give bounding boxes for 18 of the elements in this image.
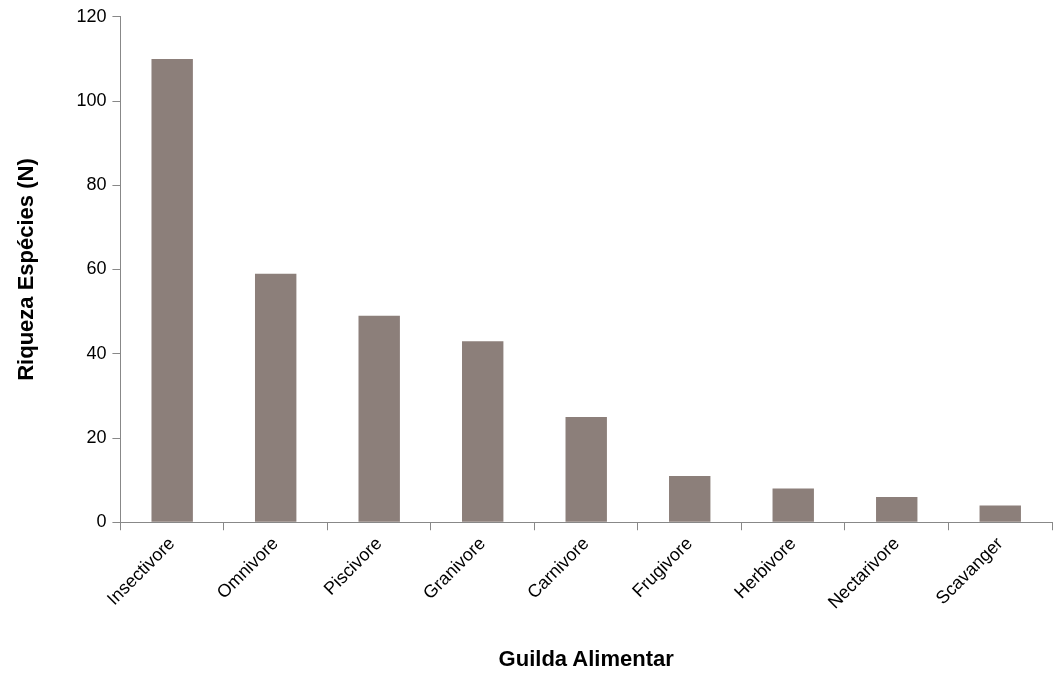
bar <box>151 58 193 522</box>
y-tick-label: 100 <box>76 90 107 111</box>
y-tick-label: 20 <box>86 426 107 447</box>
bar <box>979 505 1021 522</box>
bar <box>876 496 918 522</box>
y-tick-label: 80 <box>86 174 107 195</box>
y-axis-title: Riqueza Espécies (N) <box>13 158 39 381</box>
bar <box>669 475 711 522</box>
bar <box>772 488 814 522</box>
y-tick-label: 60 <box>86 258 107 279</box>
y-tick-label: 120 <box>76 5 107 26</box>
y-tick-label: 0 <box>96 511 107 532</box>
y-tick-label: 40 <box>86 342 107 363</box>
bar <box>358 315 400 522</box>
bar <box>254 273 297 522</box>
x-axis-title: Guilda Alimentar <box>498 645 675 671</box>
bar <box>462 341 504 522</box>
bar <box>565 416 607 522</box>
